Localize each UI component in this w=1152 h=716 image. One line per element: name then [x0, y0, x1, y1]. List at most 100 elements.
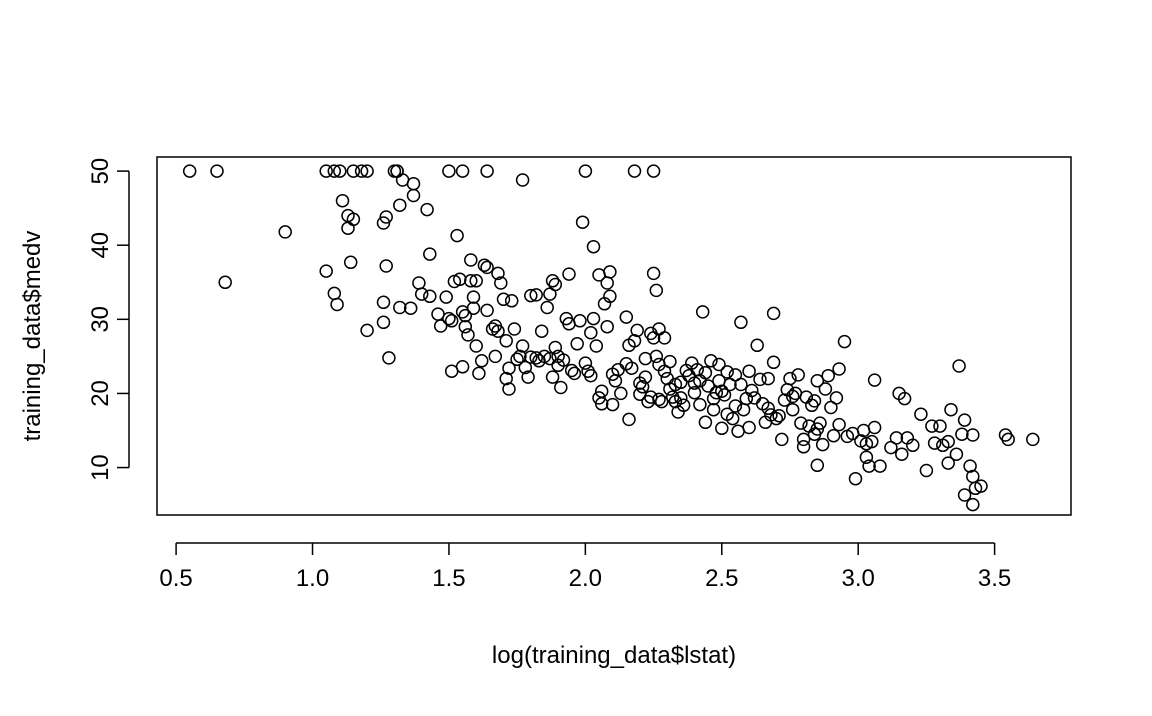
data-point	[1026, 432, 1040, 447]
data-point	[728, 399, 743, 413]
plot-frame	[156, 156, 1072, 516]
data-point	[543, 351, 557, 366]
data-point	[406, 188, 421, 203]
data-point	[944, 402, 958, 417]
data-point	[534, 324, 549, 338]
data-point	[796, 432, 811, 447]
data-point	[734, 315, 748, 330]
data-points	[182, 164, 1040, 512]
data-point	[515, 339, 530, 353]
data-point	[657, 331, 672, 345]
data-point	[455, 164, 470, 178]
data-point	[499, 334, 513, 348]
data-point	[518, 360, 533, 375]
data-point	[810, 422, 825, 436]
data-point	[466, 290, 481, 304]
data-point	[341, 221, 355, 235]
data-point	[646, 266, 661, 281]
x-tick-label: 1.5	[432, 565, 465, 592]
data-point	[182, 164, 197, 178]
data-point	[346, 212, 361, 227]
data-point	[472, 366, 486, 381]
data-point	[466, 301, 481, 315]
data-point	[734, 377, 748, 392]
data-point	[529, 351, 543, 365]
data-point	[488, 349, 503, 364]
data-point	[717, 388, 732, 402]
data-point	[376, 315, 391, 330]
data-point	[998, 428, 1013, 442]
data-point	[480, 260, 494, 275]
data-point	[706, 402, 721, 417]
data-point	[354, 164, 369, 178]
x-tick-label: 1.0	[296, 565, 329, 592]
data-point	[676, 398, 691, 413]
data-point	[477, 258, 492, 272]
data-point	[510, 352, 524, 367]
data-point	[458, 319, 473, 334]
data-point	[573, 314, 587, 328]
data-point	[638, 370, 653, 384]
data-point	[649, 283, 664, 298]
data-point	[496, 292, 511, 307]
data-point	[837, 334, 852, 349]
data-point	[663, 354, 677, 369]
data-point	[826, 428, 841, 443]
data-point	[725, 411, 740, 426]
data-point	[791, 368, 805, 382]
data-point	[218, 275, 232, 290]
data-point	[584, 368, 598, 383]
data-point	[529, 288, 543, 302]
data-point	[941, 434, 955, 449]
data-point	[581, 364, 595, 378]
data-point	[769, 411, 784, 426]
x-axis-title: log(training_data$lstat)	[492, 642, 736, 669]
data-point	[474, 354, 489, 368]
data-point	[480, 164, 494, 178]
data-point	[382, 351, 396, 365]
data-point	[715, 384, 729, 398]
data-point	[897, 391, 912, 406]
data-point	[627, 334, 642, 348]
x-axis: 0.5 1.0 1.5 2.0 2.5 3.0 3.5	[159, 542, 1011, 592]
data-point	[600, 319, 614, 334]
data-point	[742, 420, 756, 435]
data-point	[414, 287, 429, 301]
data-point	[210, 164, 224, 178]
data-point	[406, 176, 421, 191]
data-point	[832, 362, 846, 376]
data-point	[564, 363, 579, 378]
data-point	[521, 370, 535, 384]
data-point	[693, 397, 707, 412]
data-point	[701, 379, 715, 393]
data-point	[504, 294, 519, 308]
data-point	[1001, 432, 1015, 447]
data-point	[491, 266, 505, 281]
data-point	[652, 392, 666, 407]
data-point	[423, 247, 437, 261]
data-point	[813, 416, 827, 430]
x-tick-label: 2.5	[705, 565, 738, 592]
data-point	[952, 359, 966, 373]
data-point	[821, 368, 835, 383]
data-point	[627, 164, 642, 178]
data-point	[925, 419, 939, 433]
data-point	[742, 364, 756, 378]
y-tick-label: 50	[87, 158, 114, 185]
data-point	[393, 300, 407, 315]
data-point	[906, 438, 920, 453]
data-point	[278, 225, 292, 239]
data-point	[524, 350, 538, 364]
data-point	[360, 323, 374, 338]
data-point	[720, 365, 734, 379]
data-point	[393, 198, 407, 212]
data-point	[783, 371, 797, 386]
data-point	[491, 324, 505, 338]
data-point	[704, 354, 718, 368]
x-tick-label: 2.0	[569, 565, 602, 592]
data-point	[515, 173, 530, 187]
data-point	[433, 319, 448, 333]
data-point	[848, 471, 863, 486]
data-point	[731, 424, 745, 438]
data-point	[624, 361, 639, 375]
